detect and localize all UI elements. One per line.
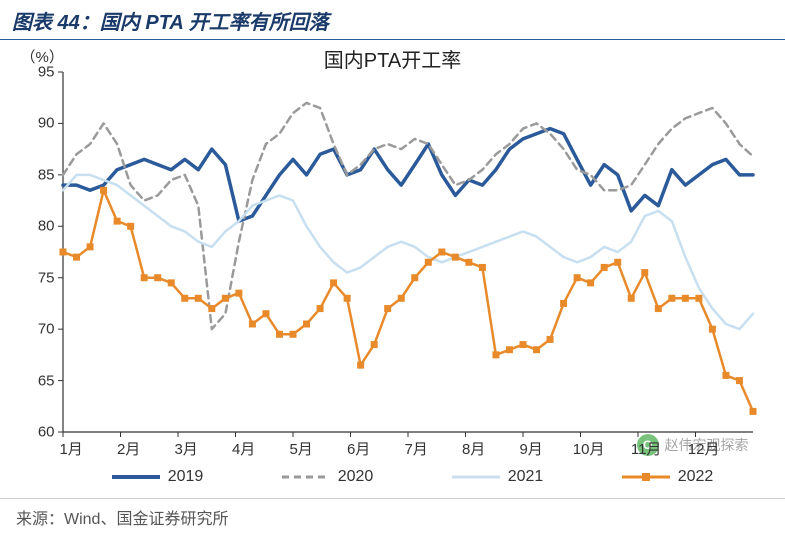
legend-item-2020: 2020 <box>282 468 374 486</box>
x-tick-label: 4月 <box>232 438 255 459</box>
x-tick-label: 9月 <box>519 438 542 459</box>
legend-item-2019: 2019 <box>112 468 204 486</box>
legend-item-2021: 2021 <box>452 468 544 486</box>
y-tick-label: 85 <box>27 166 55 183</box>
legend-swatch-2020 <box>282 469 330 485</box>
legend-swatch-2022 <box>622 469 670 485</box>
y-tick-label: 90 <box>27 115 55 132</box>
x-tick-label: 1月 <box>59 438 82 459</box>
y-tick-label: 75 <box>27 269 55 286</box>
legend-swatch-2019 <box>112 469 160 485</box>
y-tick-label: 80 <box>27 218 55 235</box>
x-tick-label: 12月 <box>688 438 720 459</box>
x-tick-label: 6月 <box>347 438 370 459</box>
x-tick-label: 10月 <box>573 438 605 459</box>
legend-label-2019: 2019 <box>168 468 204 486</box>
chart-area: （%） 国内PTA开工率 2019 2020 2021 <box>13 44 773 494</box>
x-tick-label: 11月 <box>631 438 662 459</box>
source-text: 来源：Wind、国金证券研究所 <box>16 511 228 528</box>
chart-svg <box>13 44 773 494</box>
x-tick-label: 7月 <box>404 438 427 459</box>
figure-footer: 来源：Wind、国金证券研究所 <box>0 498 785 529</box>
legend-item-2022: 2022 <box>622 468 714 486</box>
legend-label-2020: 2020 <box>338 468 374 486</box>
y-tick-label: 95 <box>27 64 55 81</box>
legend-label-2021: 2021 <box>508 468 544 486</box>
y-tick-label: 70 <box>27 321 55 338</box>
figure-header: 图表 44：国内 PTA 开工率有所回落 <box>0 0 785 40</box>
x-tick-label: 8月 <box>462 438 485 459</box>
x-tick-label: 5月 <box>289 438 312 459</box>
x-tick-label: 3月 <box>174 438 197 459</box>
legend-label-2022: 2022 <box>678 468 714 486</box>
chart-legend: 2019 2020 2021 <box>73 464 753 490</box>
x-tick-label: 2月 <box>117 438 140 459</box>
y-tick-label: 65 <box>27 372 55 389</box>
figure-header-title: 图表 44：国内 PTA 开工率有所回落 <box>12 12 329 34</box>
legend-swatch-2021 <box>452 469 500 485</box>
y-tick-label: 60 <box>27 424 55 441</box>
